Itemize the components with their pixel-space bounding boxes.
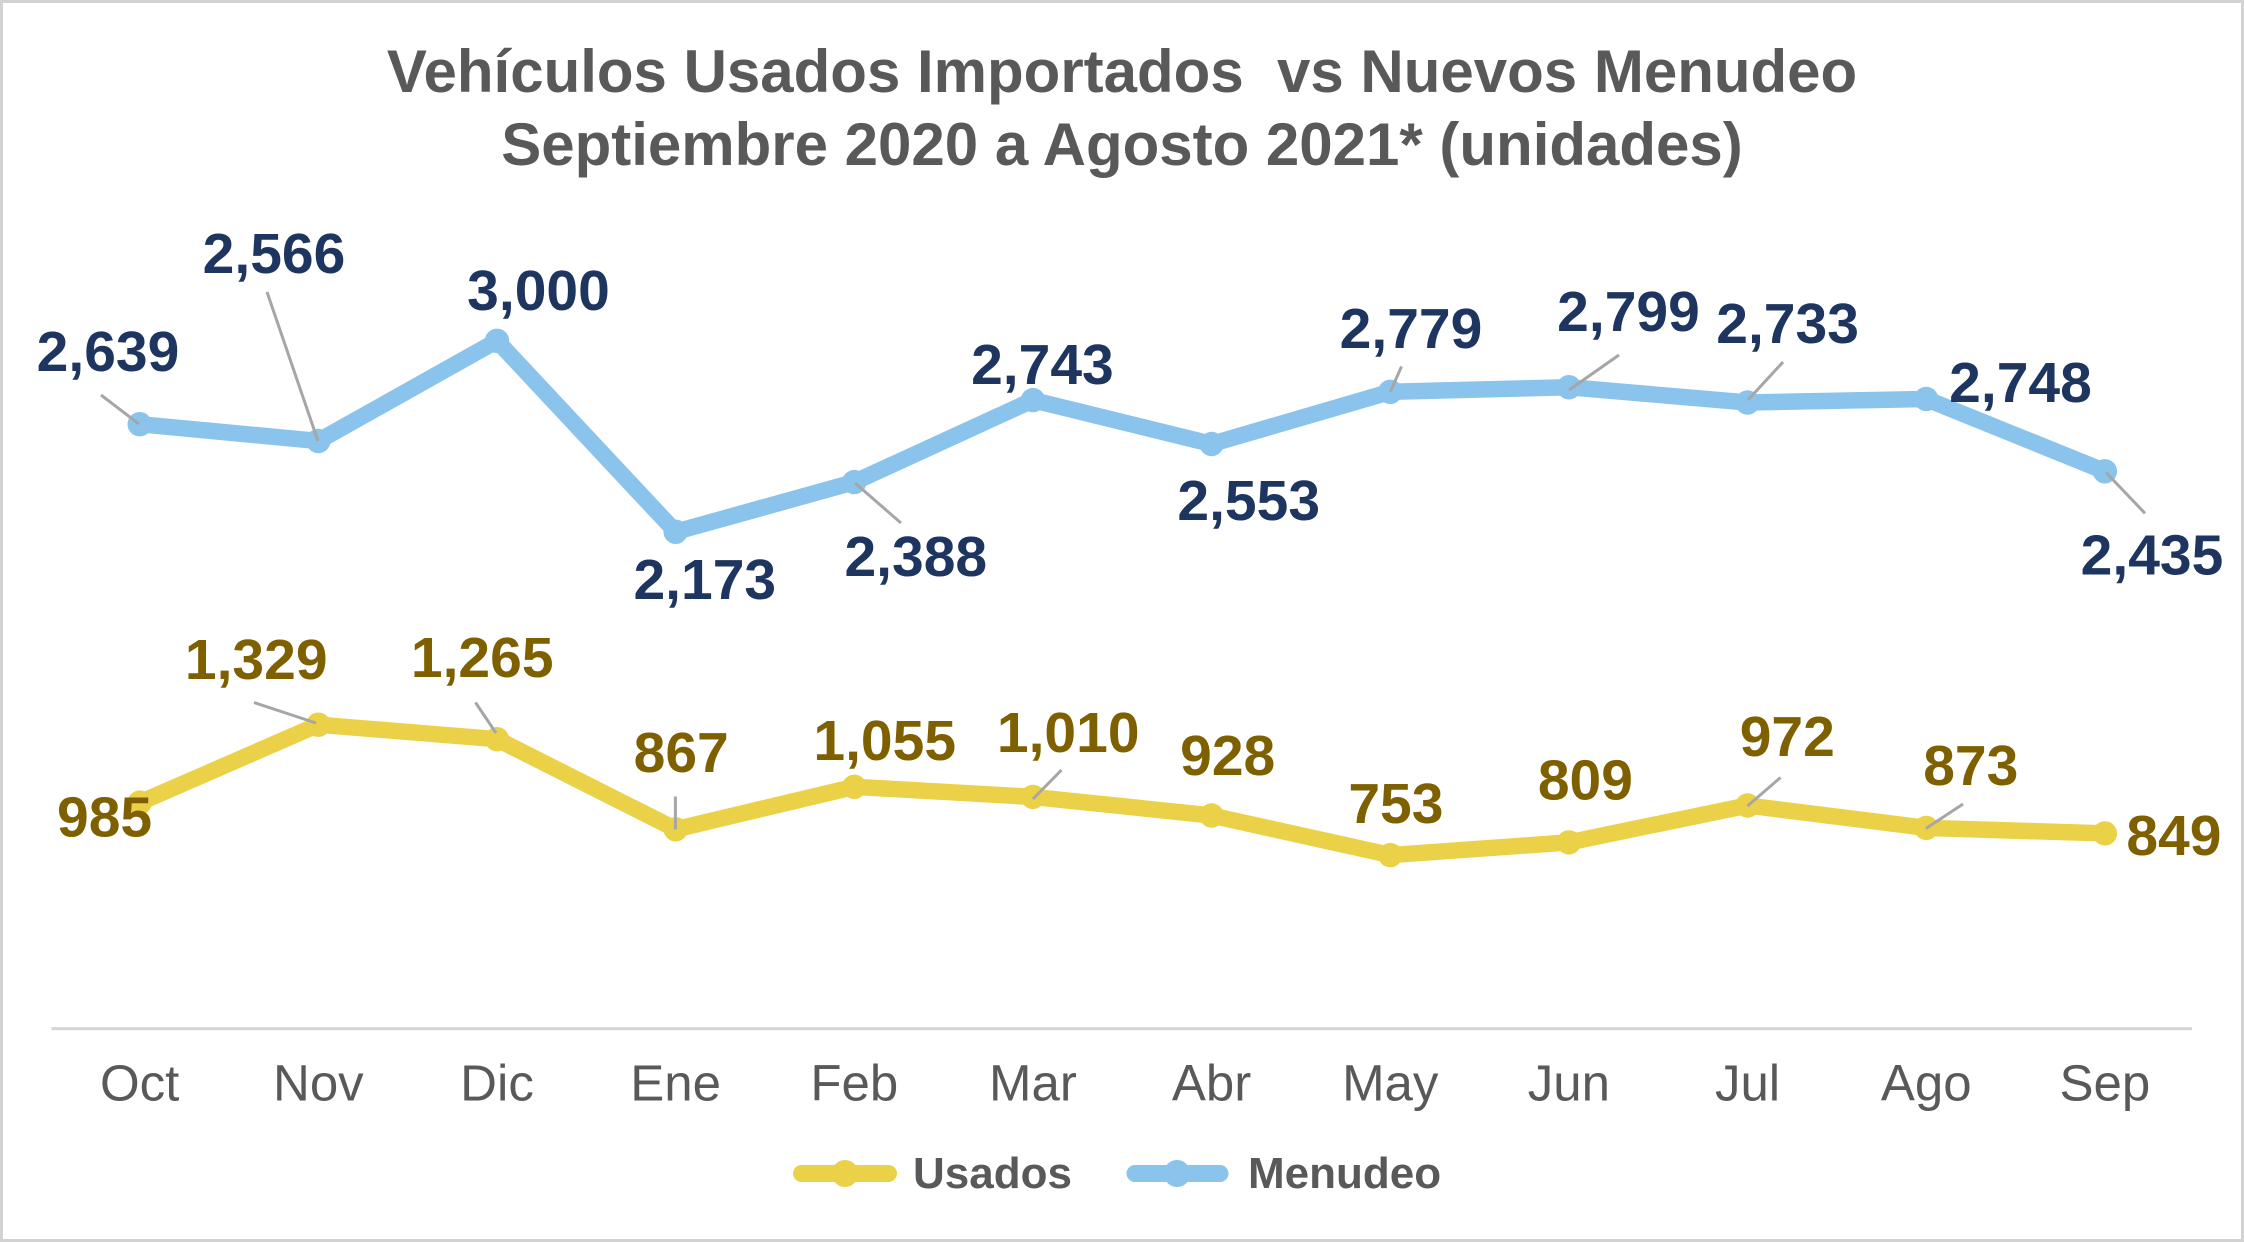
svg-text:2,733: 2,733 xyxy=(1716,292,1859,356)
svg-text:809: 809 xyxy=(1538,749,1633,813)
svg-text:1,010: 1,010 xyxy=(997,701,1140,765)
svg-text:2,388: 2,388 xyxy=(844,525,987,589)
svg-text:Abr: Abr xyxy=(1172,1055,1251,1112)
svg-text:867: 867 xyxy=(634,721,729,785)
svg-text:Menudeo: Menudeo xyxy=(1248,1149,1441,1198)
svg-text:May: May xyxy=(1342,1055,1439,1112)
svg-text:Mar: Mar xyxy=(989,1055,1077,1112)
svg-text:Septiembre 2020 a Agosto 2021*: Septiembre 2020 a Agosto 2021* (unidades… xyxy=(501,111,1743,178)
svg-text:2,748: 2,748 xyxy=(1949,351,2092,415)
svg-text:1,329: 1,329 xyxy=(185,628,328,692)
svg-text:2,173: 2,173 xyxy=(633,548,776,612)
svg-text:Ago: Ago xyxy=(1881,1055,1972,1112)
svg-text:1,055: 1,055 xyxy=(813,709,956,773)
svg-text:928: 928 xyxy=(1180,724,1275,788)
svg-text:3,000: 3,000 xyxy=(467,259,610,323)
svg-text:753: 753 xyxy=(1348,772,1443,836)
svg-text:Oct: Oct xyxy=(100,1055,179,1112)
svg-text:2,743: 2,743 xyxy=(971,333,1114,397)
svg-text:985: 985 xyxy=(57,785,152,849)
svg-text:1,265: 1,265 xyxy=(411,626,554,690)
svg-text:972: 972 xyxy=(1740,705,1835,769)
svg-text:Ene: Ene xyxy=(630,1055,721,1112)
svg-text:2,779: 2,779 xyxy=(1340,297,1483,361)
svg-text:Feb: Feb xyxy=(810,1055,898,1112)
svg-text:Sep: Sep xyxy=(2059,1055,2150,1112)
svg-text:2,639: 2,639 xyxy=(37,320,180,384)
svg-text:Jul: Jul xyxy=(1715,1055,1780,1112)
svg-text:2,566: 2,566 xyxy=(203,222,346,286)
svg-text:Nov: Nov xyxy=(273,1055,364,1112)
svg-text:2,435: 2,435 xyxy=(2081,523,2224,587)
svg-text:873: 873 xyxy=(1923,734,2018,798)
svg-text:2,553: 2,553 xyxy=(1177,469,1320,533)
svg-text:849: 849 xyxy=(2126,804,2221,868)
svg-text:Dic: Dic xyxy=(460,1055,534,1112)
svg-text:Vehículos Usados Importados v: Vehículos Usados Importados vs Nuevos Me… xyxy=(387,38,1857,105)
svg-text:Jun: Jun xyxy=(1528,1055,1610,1112)
svg-text:Usados: Usados xyxy=(913,1149,1072,1198)
svg-text:2,799: 2,799 xyxy=(1557,280,1700,344)
